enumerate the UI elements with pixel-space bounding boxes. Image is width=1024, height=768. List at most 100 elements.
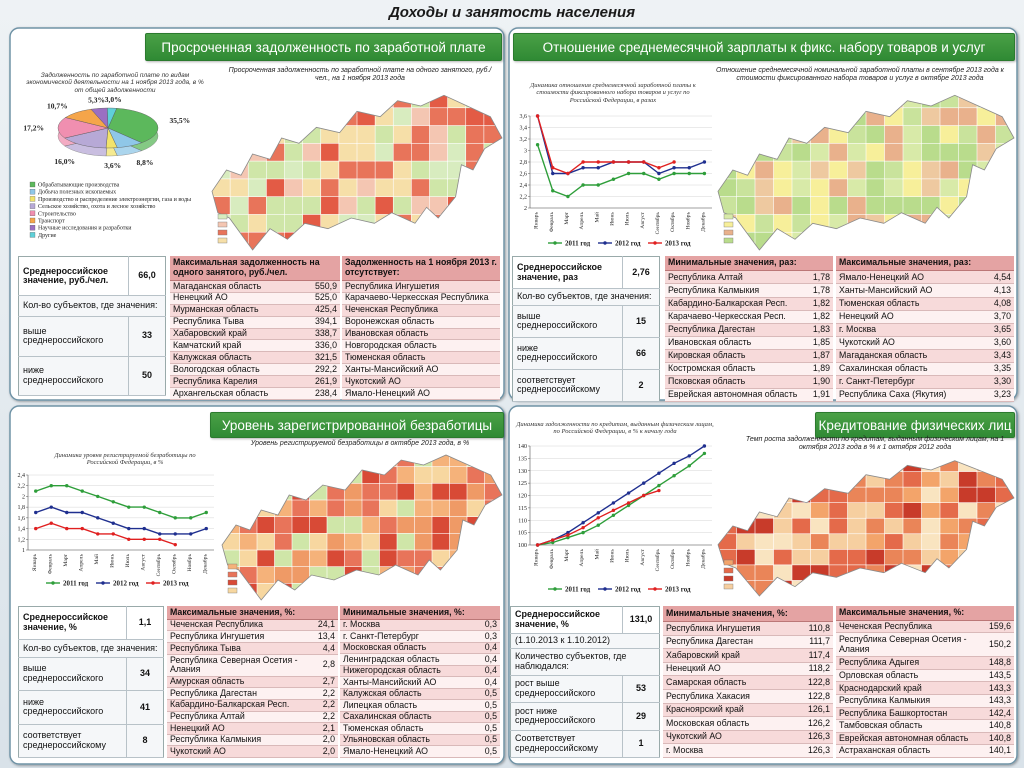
map-region	[902, 160, 923, 180]
y-tick-label: 140	[518, 444, 527, 450]
data-point	[158, 532, 162, 536]
table-row: Хабаровский край 338,7	[170, 328, 340, 341]
map-legend-swatch	[217, 237, 228, 244]
data-point	[65, 484, 69, 488]
map-region	[338, 196, 358, 216]
table-row: Ханты-Мансийский АО 4,13	[836, 283, 1014, 298]
summary-label: выше среднероссийского	[512, 305, 623, 338]
table-row: Ханты-Мансийский АО 0,4	[340, 676, 500, 689]
map-region	[320, 196, 340, 216]
data-point	[596, 523, 600, 527]
map-region	[958, 125, 978, 145]
map-region	[810, 549, 830, 566]
map-region	[865, 125, 886, 145]
legend-label: Другие	[38, 233, 57, 239]
data-point	[611, 501, 616, 505]
table-name: Костромская область	[665, 362, 810, 376]
summary-row: (1.10.2013 к 1.10.2012)	[510, 633, 660, 649]
table-row: Ульяновская область 0,5	[340, 734, 500, 747]
panel-header: Уровень зарегистрированной безработицы	[210, 412, 504, 438]
map-region	[773, 549, 793, 566]
table-row: Воронежская область	[342, 316, 500, 329]
table-name: Мурманская область	[170, 304, 312, 317]
map-region	[902, 125, 923, 145]
map-region	[754, 549, 775, 566]
table-row: Ивановская область	[342, 328, 500, 341]
table-row: Тюменская область 4,08	[836, 297, 1014, 311]
table-value: 336,0	[311, 339, 340, 353]
map-region	[414, 533, 433, 551]
data-point	[80, 526, 84, 531]
legend-swatch	[29, 181, 36, 188]
map-region	[414, 499, 433, 518]
summary-table: Среднероссийское значение, руб./чел. 66,0…	[18, 256, 166, 397]
table-name: Республика Хакасия	[663, 689, 805, 704]
table-name: Ненецкий АО	[836, 310, 991, 324]
map-region	[791, 549, 812, 566]
summary-table: Среднероссийское значение, % 131,0 (1.10.2…	[510, 606, 660, 759]
map-region	[828, 160, 849, 180]
data-point	[581, 525, 585, 530]
x-tick-label: Декабрь	[699, 212, 706, 232]
summary-label: ниже среднероссийского	[18, 356, 129, 397]
map-region	[274, 549, 293, 568]
map-region	[302, 160, 322, 180]
legend-marker	[101, 581, 105, 585]
table-value: 0,5	[481, 711, 500, 724]
map-region	[810, 533, 830, 551]
map-region	[884, 160, 904, 180]
table-value: 150,2	[985, 632, 1014, 658]
table-value: 148,8	[985, 656, 1014, 670]
map-region	[791, 517, 812, 535]
table-value: 1,83	[809, 323, 833, 337]
table-row: Чукотский АО 2,0	[167, 745, 338, 758]
summary-label: рост ниже среднероссийского	[510, 702, 623, 731]
legend-label: 2012 год	[615, 586, 641, 594]
table-name: Ульяновская область	[340, 734, 482, 747]
x-tick-label: Июнь	[109, 554, 115, 568]
summary-row: выше среднероссийского 15	[512, 305, 660, 338]
map-region	[958, 486, 978, 504]
data-point	[657, 488, 661, 493]
table-header: Максимальная задолженность на одного зан…	[170, 256, 340, 281]
map-region	[958, 107, 978, 127]
x-tick-label: Апрель	[78, 554, 84, 572]
map-legend-swatch	[723, 237, 734, 244]
summary-row: Среднероссийское значение, раз 2,76	[512, 256, 660, 290]
summary-value: 8	[126, 724, 164, 759]
table-header-row: Максимальные значения, %:	[836, 606, 1014, 621]
summary-row: ниже среднероссийского 50	[18, 356, 166, 397]
table-row: Новгородская область	[342, 339, 500, 353]
x-tick-label: Июль	[625, 549, 631, 563]
table-value: 0,3	[481, 619, 500, 632]
summary-value: 29	[622, 702, 660, 731]
map-region	[958, 143, 978, 162]
map-region	[431, 533, 451, 551]
map-region	[344, 516, 363, 535]
table-name: Ивановская область	[665, 336, 810, 350]
data-table: Задолженность на 1 ноября 2013 г. отсутс…	[342, 256, 500, 400]
table-name: Камчатский край	[170, 339, 312, 353]
table-row: Магаданская область 550,9	[170, 280, 340, 293]
chart-title: Динамика уровня регистрируемой безработи…	[54, 452, 196, 467]
map-region	[326, 549, 346, 568]
y-tick-label: 135	[518, 456, 527, 462]
table-row: Сахалинская область 3,35	[836, 362, 1014, 376]
data-point	[65, 526, 69, 531]
x-tick-label: Июнь	[609, 212, 615, 226]
summary-table: Среднероссийское значение, % 1,1 Кол-во су…	[18, 606, 164, 759]
summary-row: выше среднероссийского 33	[18, 316, 166, 357]
table-header: Задолженность на 1 ноября 2013 г. отсутс…	[342, 256, 500, 281]
map-region	[810, 517, 830, 535]
map-region	[791, 196, 812, 216]
map-region	[374, 125, 395, 145]
table-name: Республика Калмыкия	[836, 694, 986, 708]
table-value: 550,9	[311, 280, 340, 293]
map-region	[396, 466, 416, 485]
y-tick-label: 1	[22, 548, 25, 554]
summary-row: Количество субъектов, где наблюдался:	[510, 648, 660, 676]
table-value: 122,8	[804, 675, 833, 690]
table-value: 3,43	[990, 349, 1014, 363]
x-tick-label: Сентябрь	[155, 554, 162, 577]
summary-row: ниже среднероссийского 41	[18, 690, 164, 725]
